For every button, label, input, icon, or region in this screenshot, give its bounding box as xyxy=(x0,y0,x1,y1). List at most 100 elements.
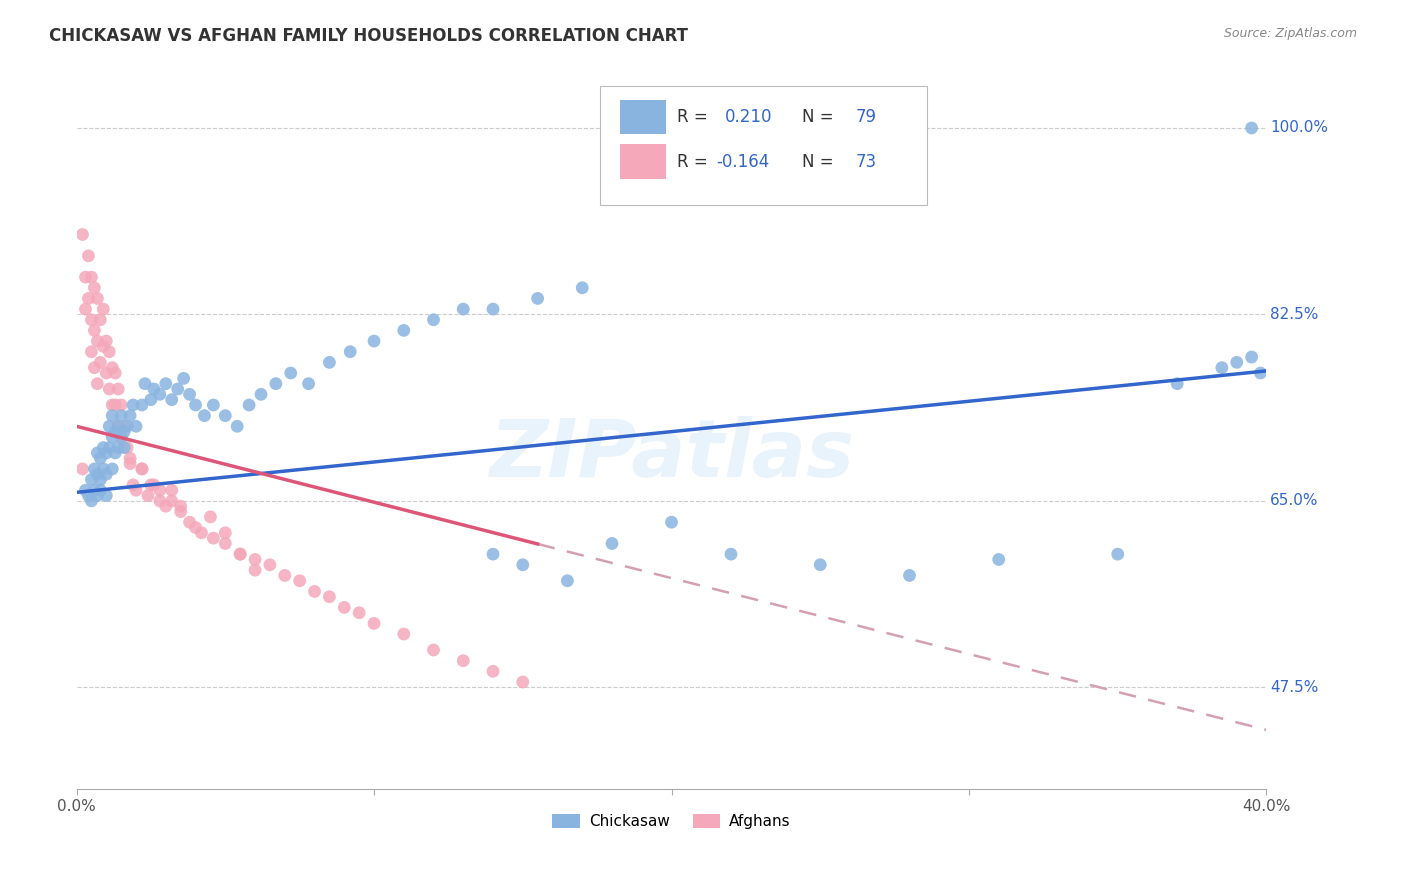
Point xyxy=(451,654,474,668)
Point xyxy=(1250,366,1272,380)
Point xyxy=(80,312,103,326)
Point xyxy=(112,419,135,434)
Point xyxy=(170,499,193,513)
Point xyxy=(142,382,165,396)
Point xyxy=(125,483,148,498)
Point xyxy=(512,558,534,572)
Point xyxy=(98,382,121,396)
Text: 47.5%: 47.5% xyxy=(1270,680,1319,695)
Point xyxy=(214,409,236,423)
Point xyxy=(808,558,831,572)
Point xyxy=(96,334,118,348)
Point xyxy=(107,419,129,434)
Point xyxy=(482,665,505,679)
Point xyxy=(77,292,100,306)
Point xyxy=(193,409,215,423)
Point xyxy=(243,552,266,566)
Point xyxy=(422,312,444,326)
Text: N =: N = xyxy=(803,153,839,171)
Point xyxy=(107,441,129,455)
Point xyxy=(243,563,266,577)
Point xyxy=(482,547,505,561)
Point xyxy=(264,376,287,391)
Point xyxy=(571,281,593,295)
Point xyxy=(98,441,121,455)
Point xyxy=(318,590,340,604)
Point xyxy=(75,483,97,498)
Text: 73: 73 xyxy=(856,153,877,171)
Point xyxy=(173,371,195,385)
Point xyxy=(104,366,127,380)
Bar xyxy=(620,145,665,179)
Bar xyxy=(620,100,665,135)
Point xyxy=(160,483,183,498)
Text: 79: 79 xyxy=(856,108,877,126)
Point xyxy=(110,430,132,444)
Point xyxy=(184,520,207,534)
Point xyxy=(86,446,108,460)
Point xyxy=(250,387,273,401)
Point xyxy=(1240,350,1263,364)
Point xyxy=(1166,376,1188,391)
Point xyxy=(120,457,142,471)
FancyBboxPatch shape xyxy=(600,86,928,205)
Point xyxy=(363,616,385,631)
Point xyxy=(347,606,370,620)
Point xyxy=(91,441,114,455)
Point xyxy=(155,376,177,391)
Point xyxy=(120,409,142,423)
Point xyxy=(122,478,145,492)
Point xyxy=(1226,355,1249,369)
Point xyxy=(297,376,319,391)
Point xyxy=(115,441,138,455)
Point xyxy=(91,462,114,476)
Point xyxy=(112,441,135,455)
Point xyxy=(86,292,108,306)
Point xyxy=(526,292,548,306)
Text: 65.0%: 65.0% xyxy=(1270,493,1319,508)
Point xyxy=(304,584,326,599)
Point xyxy=(110,430,132,444)
Point xyxy=(75,302,97,317)
Point xyxy=(125,419,148,434)
Point xyxy=(179,515,201,529)
Point xyxy=(72,227,94,242)
Point xyxy=(160,494,183,508)
Point xyxy=(166,382,188,396)
Point xyxy=(110,398,132,412)
Legend: Chickasaw, Afghans: Chickasaw, Afghans xyxy=(546,808,797,835)
Point xyxy=(77,249,100,263)
Point xyxy=(202,531,225,545)
Point xyxy=(1107,547,1129,561)
Point xyxy=(101,398,124,412)
Point xyxy=(122,398,145,412)
Point xyxy=(214,536,236,550)
Point xyxy=(98,344,121,359)
Point xyxy=(96,446,118,460)
Point xyxy=(898,568,921,582)
Point xyxy=(89,312,111,326)
Point xyxy=(80,473,103,487)
Point xyxy=(96,467,118,482)
Point xyxy=(190,525,212,540)
Point xyxy=(77,489,100,503)
Point xyxy=(202,398,225,412)
Point xyxy=(107,382,129,396)
Point xyxy=(149,387,172,401)
Text: 0.210: 0.210 xyxy=(725,108,772,126)
Point xyxy=(451,302,474,317)
Point xyxy=(101,409,124,423)
Point xyxy=(170,504,193,518)
Point xyxy=(83,323,105,337)
Text: ZIPatlas: ZIPatlas xyxy=(489,417,853,494)
Point xyxy=(139,478,162,492)
Point xyxy=(1240,120,1263,135)
Point xyxy=(104,425,127,439)
Point xyxy=(80,270,103,285)
Text: CHICKASAW VS AFGHAN FAMILY HOUSEHOLDS CORRELATION CHART: CHICKASAW VS AFGHAN FAMILY HOUSEHOLDS CO… xyxy=(49,27,688,45)
Point xyxy=(392,323,415,337)
Point xyxy=(72,462,94,476)
Point xyxy=(101,430,124,444)
Point xyxy=(89,483,111,498)
Point xyxy=(91,339,114,353)
